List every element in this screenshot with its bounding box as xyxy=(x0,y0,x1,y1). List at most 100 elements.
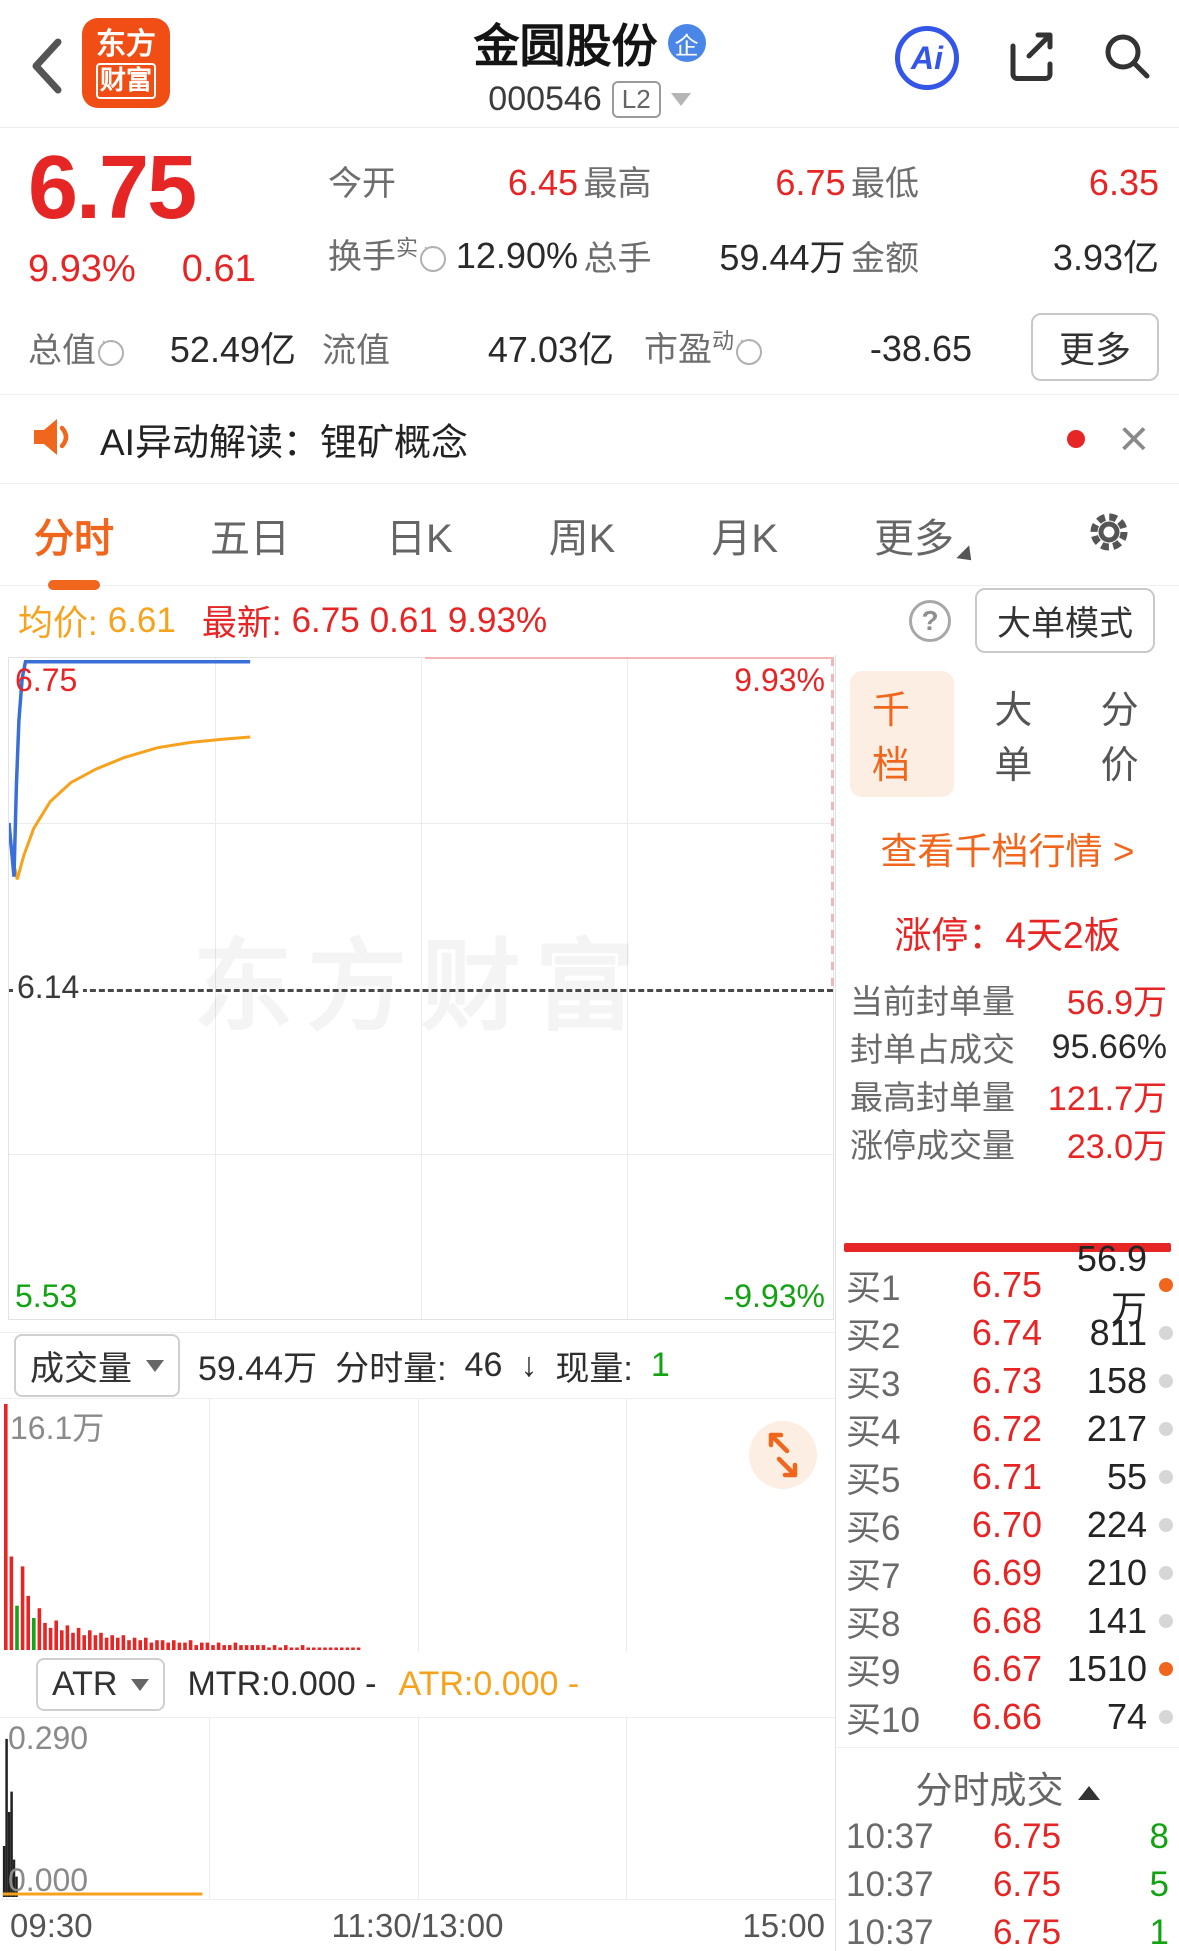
info-icon xyxy=(420,239,447,273)
tab-weekly-k[interactable]: 周K xyxy=(548,516,616,561)
buy-order-row[interactable]: 买9 6.67 1510 xyxy=(846,1645,1173,1693)
buy-order-row[interactable]: 买6 6.70 224 xyxy=(846,1501,1173,1549)
buy-order-row[interactable]: 买2 6.74 811 xyxy=(846,1309,1173,1357)
triangle-down-icon xyxy=(131,1678,150,1691)
panel-tab-price-dist[interactable]: 分价 xyxy=(1100,690,1139,787)
time-open: 09:30 xyxy=(10,1906,93,1944)
gridline xyxy=(208,1718,210,1899)
back-button[interactable] xyxy=(28,36,66,101)
gridline xyxy=(9,1153,833,1155)
help-icon[interactable]: ? xyxy=(909,599,951,642)
stat-label: 市盈动 xyxy=(644,322,763,371)
stat-value: -38.65 xyxy=(869,328,972,369)
thousand-level-link[interactable]: 查看千档行情 > xyxy=(880,831,1135,872)
settings-gear-icon[interactable] xyxy=(1083,506,1135,563)
ai-alert-bar[interactable]: AI异动解读：锂矿概念 × xyxy=(0,394,1179,484)
tab-daily-k[interactable]: 日K xyxy=(386,516,453,561)
axis-min-pct: -9.93% xyxy=(723,1278,825,1314)
price-lines xyxy=(9,660,251,880)
order-flag-dot xyxy=(1159,1566,1173,1580)
buy-order-row[interactable]: 买10 6.66 74 xyxy=(846,1693,1173,1741)
stat-label: 金额 xyxy=(851,240,919,278)
atr-indicator-selector[interactable]: ATR xyxy=(36,1658,166,1711)
buy-order-row[interactable]: 买7 6.69 210 xyxy=(846,1549,1173,1597)
minute-volume-value: 46 xyxy=(464,1346,503,1384)
ai-assistant-icon[interactable]: Ai xyxy=(895,26,959,90)
stat-label: 封单占成交 xyxy=(850,1031,1015,1068)
eastmoney-logo[interactable]: 东方 财富 xyxy=(82,18,170,108)
time-axis: 09:30 11:30/13:00 15:00 xyxy=(0,1899,835,1951)
stat-value: 95.66% xyxy=(1051,1027,1167,1066)
atr-lines xyxy=(2,1738,203,1897)
panel-tab-big-orders[interactable]: 大单 xyxy=(994,690,1033,787)
stat-value: 6.75 xyxy=(775,162,846,203)
enterprise-badge[interactable]: 企 xyxy=(667,24,706,62)
triangle-up-icon xyxy=(1077,1786,1100,1801)
avg-value: 6.61 xyxy=(107,600,176,640)
share-icon[interactable] xyxy=(1001,28,1057,89)
tab-monthly-k[interactable]: 月K xyxy=(711,516,779,561)
expand-icon[interactable] xyxy=(749,1421,817,1489)
stat-value: 59.44万 xyxy=(719,237,846,278)
buy-order-row[interactable]: 买3 6.73 158 xyxy=(846,1357,1173,1405)
triangle-down-icon xyxy=(146,1359,164,1372)
stat-label: 最低 xyxy=(851,165,919,203)
atr-header: ATR MTR:0.000 - ATR:0.000 - xyxy=(0,1652,835,1718)
time-close: 15:00 xyxy=(742,1906,825,1944)
stat-value: 6.45 xyxy=(507,162,578,203)
latest-change-abs: 0.61 xyxy=(369,600,438,640)
stat-label: 今开 xyxy=(328,165,396,203)
ai-alert-text: AI异动解读：锂矿概念 xyxy=(100,422,468,463)
volume-chart[interactable]: 16.1万 xyxy=(0,1399,835,1652)
stock-title: 金圆股份 xyxy=(473,20,658,72)
chevron-down-icon xyxy=(670,93,691,106)
trade-row: 10:37 6.75 1 xyxy=(846,1913,1169,1951)
axis-min-price: 5.53 xyxy=(15,1278,78,1314)
buy-order-row[interactable]: 买1 6.75 56.9万 xyxy=(846,1238,1173,1329)
order-flag-dot xyxy=(1159,1662,1173,1676)
tab-minute[interactable]: 分时 xyxy=(34,506,114,564)
gridline xyxy=(417,1718,419,1899)
big-order-mode-button[interactable]: 大单模式 xyxy=(975,588,1155,653)
info-icon xyxy=(736,332,763,366)
tick-trades-header[interactable]: 分时成交 xyxy=(836,1747,1179,1814)
stock-code-row[interactable]: 000546 L2 xyxy=(0,80,1179,119)
stat-label: 总手 xyxy=(583,240,652,278)
gridline xyxy=(417,1399,419,1652)
axis-mid-price: 6.14 xyxy=(13,968,84,1006)
atr-chart[interactable]: 0.290 0.000 xyxy=(0,1718,835,1899)
current-volume-value: 1 xyxy=(650,1346,670,1384)
tab-five-day[interactable]: 五日 xyxy=(210,516,290,561)
order-flag-dot xyxy=(1159,1374,1173,1388)
buy-order-row[interactable]: 买4 6.72 217 xyxy=(846,1405,1173,1453)
order-flag-dot xyxy=(1159,1422,1173,1436)
buy-order-row[interactable]: 买8 6.68 141 xyxy=(846,1597,1173,1645)
stat-label: 流值 xyxy=(322,331,390,370)
limit-up-border xyxy=(425,657,834,659)
tab-more[interactable]: 更多 xyxy=(874,506,978,567)
trade-row: 10:37 6.75 8 xyxy=(846,1817,1169,1856)
stat-value: 121.7万 xyxy=(1047,1079,1167,1118)
limit-up-stats: 当前封单量 56.9万 封单占成交 95.66% 最高封单量 121.7万 涨停成交量… xyxy=(836,975,1179,1167)
stat-value: 6.35 xyxy=(1088,162,1159,203)
close-icon[interactable]: × xyxy=(1118,410,1149,468)
gridline xyxy=(626,1718,628,1899)
gridline xyxy=(208,1399,210,1652)
volume-max-label: 16.1万 xyxy=(10,1410,105,1446)
panel-tab-thousand[interactable]: 千档 xyxy=(850,671,955,797)
atr-min-label: 0.000 xyxy=(8,1862,89,1898)
volume-bars xyxy=(4,1404,361,1650)
buy-order-row[interactable]: 买5 6.71 55 xyxy=(846,1453,1173,1501)
volume-indicator-selector[interactable]: 成交量 xyxy=(14,1334,180,1397)
volume-header: 成交量 59.44万 分时量: 46 ↓ 现量: 1 xyxy=(0,1332,835,1399)
more-button[interactable]: 更多 xyxy=(1030,312,1159,381)
stat-label: 当前封单量 xyxy=(850,983,1015,1020)
search-icon[interactable] xyxy=(1099,28,1155,89)
latest-change-pct: 9.93% xyxy=(447,600,548,640)
gridline xyxy=(9,823,833,825)
order-flag-dot xyxy=(1159,1614,1173,1628)
stat-label: 涨停成交量 xyxy=(850,1127,1015,1164)
logo-text-top: 东方 xyxy=(96,28,156,62)
speaker-icon xyxy=(30,415,74,464)
